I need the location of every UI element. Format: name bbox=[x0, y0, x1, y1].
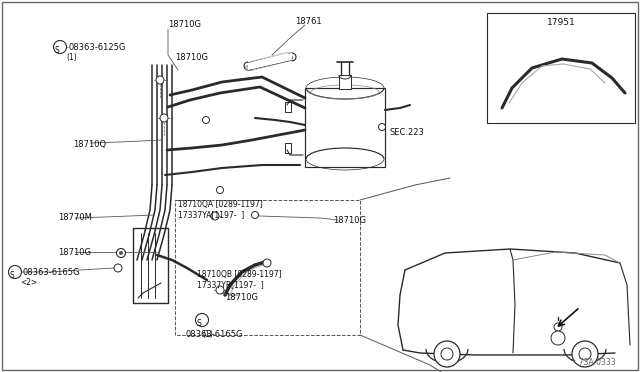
FancyArrowPatch shape bbox=[253, 57, 287, 65]
Text: (1): (1) bbox=[66, 53, 77, 62]
Circle shape bbox=[551, 331, 565, 345]
Bar bbox=[487, 13, 635, 123]
Circle shape bbox=[195, 314, 209, 327]
Circle shape bbox=[119, 251, 123, 255]
Text: 18710G: 18710G bbox=[333, 216, 366, 225]
FancyArrowPatch shape bbox=[251, 58, 289, 67]
Text: 18710Q: 18710Q bbox=[73, 140, 106, 149]
Text: 17951: 17951 bbox=[547, 18, 575, 27]
Text: 18770M: 18770M bbox=[58, 213, 92, 222]
Circle shape bbox=[114, 264, 122, 272]
Text: 08363-6165G: 08363-6165G bbox=[186, 330, 243, 339]
Circle shape bbox=[252, 212, 259, 218]
Bar bbox=[175, 200, 360, 335]
Text: (1): (1) bbox=[202, 330, 212, 339]
Circle shape bbox=[263, 259, 271, 267]
Circle shape bbox=[54, 41, 67, 54]
Circle shape bbox=[116, 248, 125, 257]
FancyArrowPatch shape bbox=[253, 57, 287, 65]
Circle shape bbox=[198, 316, 206, 324]
Text: 18761: 18761 bbox=[295, 17, 322, 26]
Bar bbox=[339, 75, 351, 89]
Circle shape bbox=[160, 114, 168, 122]
Polygon shape bbox=[248, 53, 292, 70]
Text: 18710G: 18710G bbox=[225, 293, 258, 302]
Text: 18710QB [0289-1197]: 18710QB [0289-1197] bbox=[197, 270, 282, 279]
Circle shape bbox=[378, 124, 385, 131]
Circle shape bbox=[554, 323, 562, 331]
Text: S: S bbox=[54, 45, 60, 55]
Text: ^ 73A 0333: ^ 73A 0333 bbox=[570, 358, 616, 367]
Circle shape bbox=[211, 212, 219, 220]
Text: 17337YA[1197-  ]: 17337YA[1197- ] bbox=[178, 210, 244, 219]
Circle shape bbox=[572, 341, 598, 367]
Circle shape bbox=[434, 341, 460, 367]
Text: <2>: <2> bbox=[20, 278, 37, 287]
Bar bbox=[305, 88, 385, 167]
Text: 18710QA [0289-1197]: 18710QA [0289-1197] bbox=[178, 200, 263, 209]
Bar bbox=[285, 102, 291, 112]
Text: 18710G: 18710G bbox=[58, 248, 91, 257]
Circle shape bbox=[216, 186, 223, 193]
Text: SEC.223: SEC.223 bbox=[390, 128, 425, 137]
Text: 18710G: 18710G bbox=[168, 20, 201, 29]
Text: 18710G: 18710G bbox=[175, 53, 208, 62]
Circle shape bbox=[156, 76, 164, 84]
Text: S: S bbox=[196, 318, 202, 327]
Text: 08363-6125G: 08363-6125G bbox=[68, 43, 125, 52]
Bar bbox=[285, 143, 291, 153]
Text: S: S bbox=[10, 270, 14, 279]
FancyArrowPatch shape bbox=[251, 58, 289, 67]
Circle shape bbox=[202, 116, 209, 124]
Text: 17337YB[1197-  ]: 17337YB[1197- ] bbox=[197, 280, 264, 289]
Circle shape bbox=[216, 286, 224, 294]
FancyArrowPatch shape bbox=[251, 58, 289, 67]
Text: 08363-6165G: 08363-6165G bbox=[22, 268, 79, 277]
Circle shape bbox=[8, 266, 22, 279]
